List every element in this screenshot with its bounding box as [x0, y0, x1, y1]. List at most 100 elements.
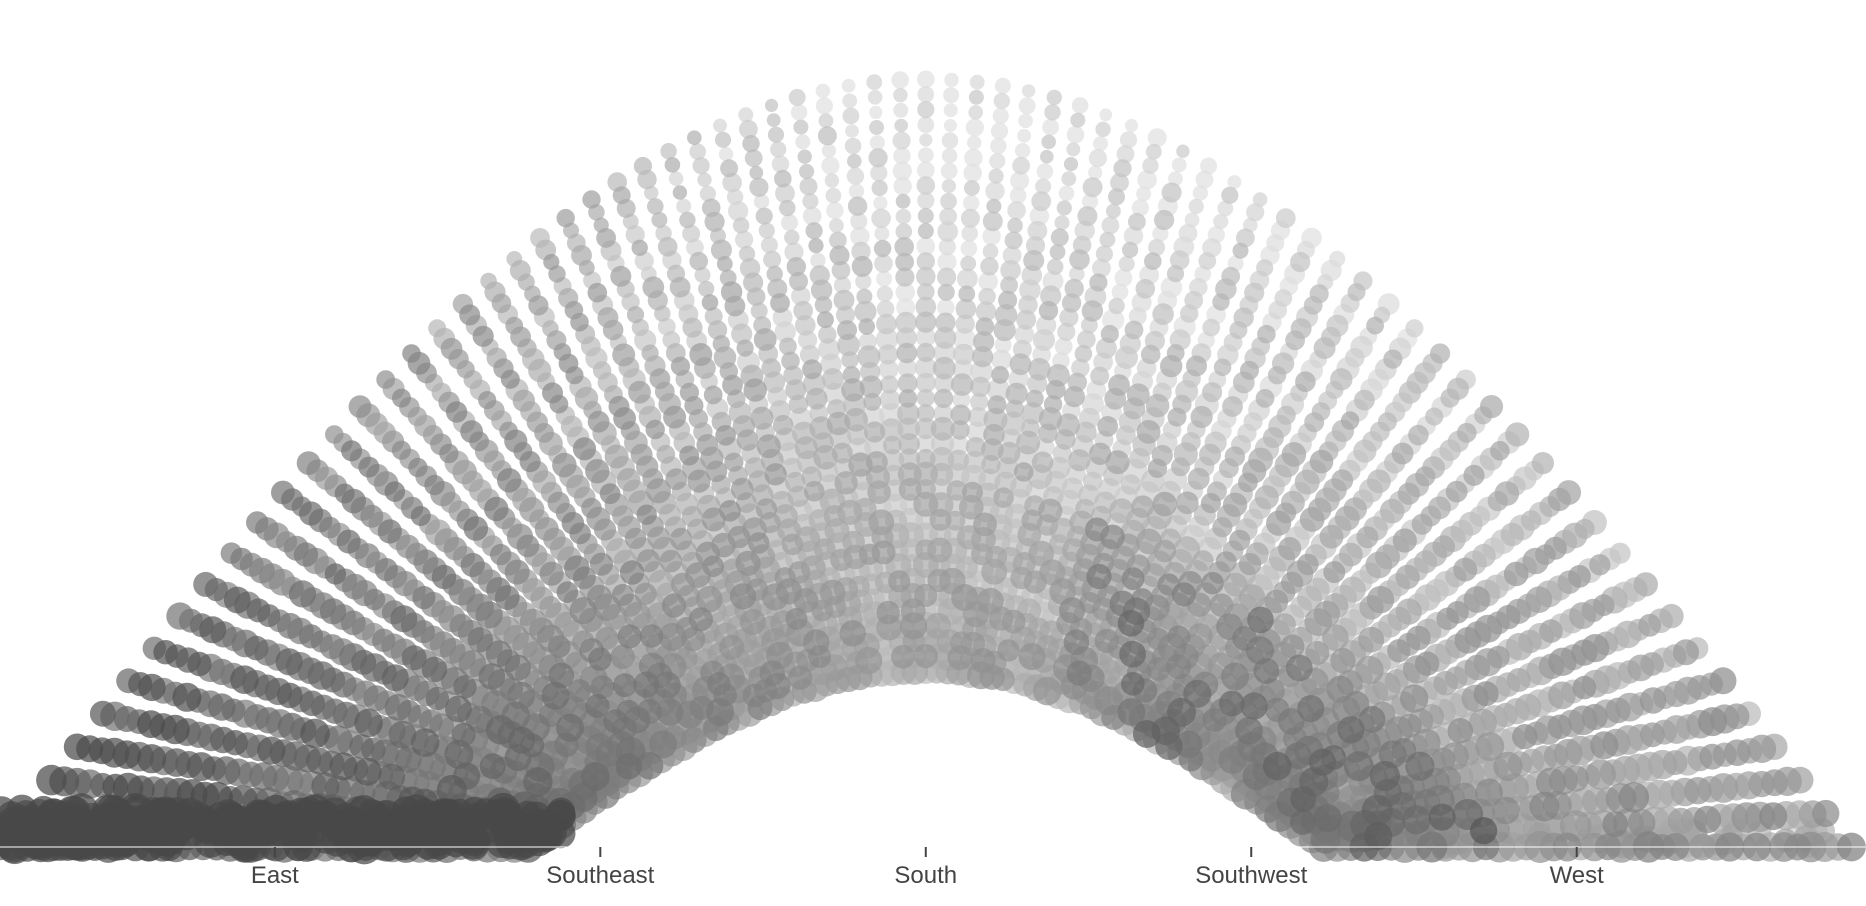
- data-point: [1106, 203, 1121, 219]
- data-point: [760, 236, 778, 254]
- data-point: [829, 218, 844, 233]
- data-point: [947, 645, 973, 671]
- data-point: [822, 368, 844, 390]
- data-point: [895, 327, 917, 349]
- data-point: [1297, 585, 1322, 611]
- data-point: [391, 440, 411, 460]
- data-point: [938, 238, 956, 256]
- data-point: [689, 343, 713, 366]
- data-point: [410, 728, 440, 757]
- data-point: [799, 177, 818, 196]
- data-point: [1284, 742, 1312, 770]
- data-point: [802, 206, 822, 226]
- data-point: [915, 327, 936, 348]
- data-point: [786, 257, 806, 277]
- data-point: [1089, 442, 1112, 465]
- data-point: [753, 328, 777, 351]
- data-point: [1361, 794, 1393, 826]
- data-point: [494, 585, 520, 610]
- data-point: [1266, 510, 1292, 536]
- data-point: [1198, 252, 1217, 270]
- data-point: [943, 119, 957, 132]
- data-point: [915, 356, 937, 379]
- data-point: [1000, 260, 1021, 281]
- data-point: [668, 171, 684, 186]
- data-point: [392, 388, 411, 408]
- data-point: [970, 376, 991, 397]
- data-point: [1229, 529, 1251, 551]
- data-point: [998, 441, 1021, 465]
- data-point: [1408, 424, 1429, 446]
- data-point: [1117, 698, 1146, 726]
- data-point: [941, 132, 959, 149]
- data-point: [1031, 451, 1054, 473]
- data-point: [876, 285, 894, 302]
- data-point: [1343, 751, 1374, 782]
- data-point: [1167, 407, 1187, 427]
- data-point: [1028, 540, 1055, 567]
- data-point: [1101, 216, 1120, 235]
- data-point: [1069, 266, 1085, 282]
- data-point: [943, 103, 958, 118]
- data-point: [744, 149, 763, 168]
- data-point: [1063, 386, 1085, 408]
- data-point: [425, 686, 450, 711]
- data-point: [319, 598, 347, 625]
- data-point: [722, 172, 742, 193]
- data-point: [842, 93, 858, 109]
- data-point: [377, 519, 402, 544]
- data-point: [1050, 228, 1069, 247]
- data-point: [763, 672, 791, 700]
- data-point: [1411, 513, 1433, 535]
- data-point: [915, 417, 937, 440]
- data-point: [1395, 564, 1420, 590]
- data-point: [1238, 553, 1262, 576]
- data-point: [1021, 402, 1044, 425]
- data-point: [1667, 807, 1695, 834]
- data-point: [1221, 186, 1239, 204]
- data-point: [1108, 374, 1130, 396]
- data-point: [929, 508, 952, 531]
- data-point: [1640, 722, 1665, 748]
- data-point: [1281, 442, 1307, 467]
- data-point: [706, 697, 735, 727]
- data-point: [767, 126, 785, 143]
- data-point: [916, 388, 935, 408]
- data-point: [1036, 163, 1054, 180]
- data-point: [1236, 228, 1255, 248]
- data-point: [1123, 226, 1144, 246]
- data-point: [1525, 586, 1553, 613]
- data-point: [504, 559, 530, 585]
- x-tick-label: South: [894, 862, 957, 889]
- data-point: [1358, 706, 1386, 733]
- data-point: [895, 267, 915, 287]
- data-point: [399, 813, 430, 844]
- data-point: [785, 607, 808, 630]
- data-point: [460, 420, 483, 443]
- data-point: [950, 373, 974, 396]
- data-point: [388, 720, 417, 749]
- data-point: [1400, 684, 1429, 713]
- data-point: [1047, 258, 1064, 275]
- data-point: [764, 463, 787, 486]
- data-point: [1339, 576, 1366, 603]
- data-point: [1213, 358, 1232, 377]
- data-point: [281, 488, 304, 511]
- data-point: [781, 351, 800, 371]
- data-point: [1673, 639, 1699, 666]
- data-point: [348, 395, 372, 418]
- data-point: [818, 338, 841, 361]
- data-point: [604, 444, 629, 469]
- data-point: [1247, 606, 1274, 634]
- data-point: [1017, 128, 1031, 143]
- data-point: [516, 534, 540, 558]
- data-point: [1040, 149, 1054, 164]
- data-point: [960, 240, 978, 257]
- data-point: [679, 382, 700, 402]
- data-point: [113, 706, 140, 732]
- data-point: [1285, 330, 1305, 351]
- data-point: [781, 214, 798, 232]
- data-point: [1512, 724, 1538, 750]
- data-point: [1253, 658, 1280, 684]
- data-point: [750, 406, 774, 430]
